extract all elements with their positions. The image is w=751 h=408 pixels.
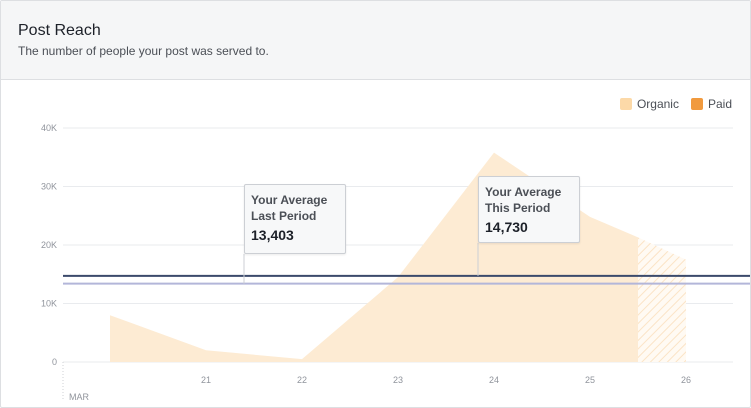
x-tick-label: 25 (585, 375, 595, 385)
y-tick-label: 0 (52, 357, 57, 367)
x-tick-label: 21 (201, 375, 211, 385)
card-title: Post Reach (18, 22, 101, 39)
callout-this-period-label: Your Average This Period (485, 185, 562, 215)
legend-label-organic: Organic (636, 97, 679, 111)
x-tick-label: 26 (681, 375, 691, 385)
callout-this-period-value: 14,730 (485, 219, 528, 235)
x-tick-label: 22 (297, 375, 307, 385)
legend-item-organic[interactable]: Organic (619, 97, 679, 111)
callout-this-period: Your Average This Period 14,730 (478, 176, 580, 243)
area-series (110, 152, 686, 362)
legend-item-paid[interactable]: Paid (690, 97, 732, 111)
x-tick-label: 24 (489, 375, 499, 385)
organic-partial-area (638, 237, 686, 362)
legend-label-paid: Paid (707, 97, 732, 111)
card-header: Post Reach The number of people your pos… (1, 1, 750, 80)
y-tick-label: 40K (41, 123, 57, 133)
callout-last-period-value: 13,403 (251, 227, 294, 243)
legend-swatch-organic (619, 98, 632, 110)
x-axis-labels: 21 22 23 24 25 26 MAR (69, 375, 691, 402)
reference-lines (63, 243, 750, 285)
y-axis-labels: 0 10K 20K 30K 40K (41, 123, 57, 367)
y-tick-label: 10K (41, 299, 57, 309)
y-tick-label: 20K (41, 240, 57, 250)
legend-swatch-paid (690, 98, 703, 110)
chart-legend: Organic Paid (619, 97, 732, 111)
x-tick-label: 23 (393, 375, 403, 385)
callout-last-period-label: Your Average Last Period (251, 193, 328, 223)
y-tick-label: 30K (41, 182, 57, 192)
card-subtitle: The number of people your post was serve… (18, 44, 269, 58)
x-start-label: MAR (69, 392, 90, 402)
callout-last-period: Your Average Last Period 13,403 (244, 184, 346, 254)
